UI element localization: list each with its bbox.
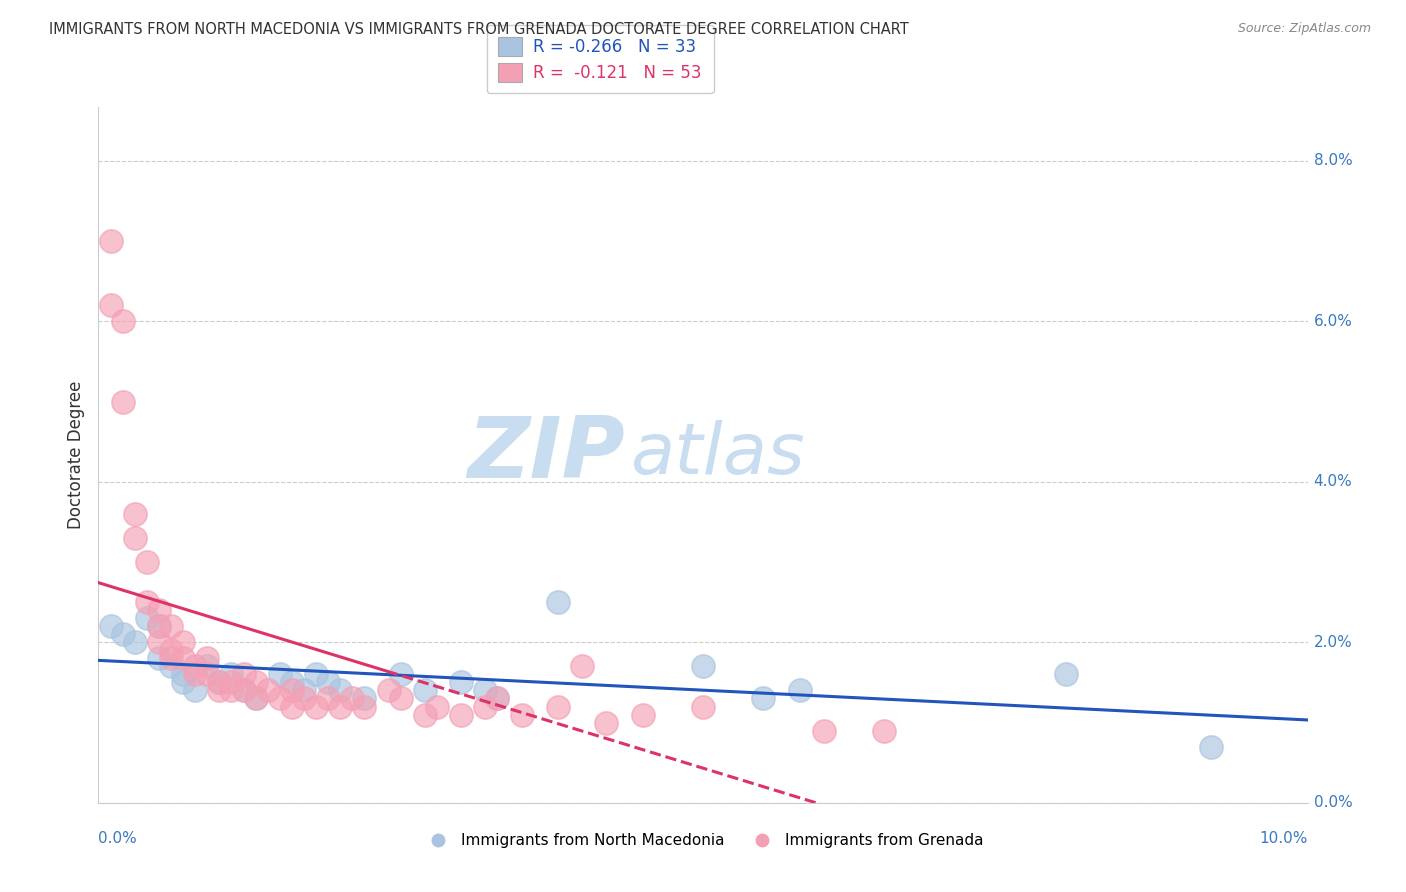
Point xyxy=(474,683,496,698)
Point xyxy=(281,683,304,698)
Point xyxy=(245,675,267,690)
Point xyxy=(208,675,231,690)
Text: atlas: atlas xyxy=(630,420,806,490)
Point xyxy=(160,659,183,673)
Text: 10.0%: 10.0% xyxy=(1260,830,1308,846)
Point xyxy=(692,699,714,714)
Point xyxy=(305,667,328,681)
Point xyxy=(221,683,243,698)
Point xyxy=(789,683,811,698)
Point xyxy=(148,635,170,649)
Point xyxy=(160,619,183,633)
Point xyxy=(1199,739,1222,754)
Point xyxy=(305,699,328,714)
Point xyxy=(172,651,194,665)
Point xyxy=(184,667,207,681)
Point xyxy=(413,707,436,722)
Point xyxy=(269,691,291,706)
Point xyxy=(342,691,364,706)
Point xyxy=(377,683,399,698)
Point xyxy=(595,715,617,730)
Point xyxy=(571,659,593,673)
Point xyxy=(486,691,509,706)
Text: 0.0%: 0.0% xyxy=(1313,796,1353,810)
Point xyxy=(124,507,146,521)
Y-axis label: Doctorate Degree: Doctorate Degree xyxy=(66,381,84,529)
Text: ZIP: ZIP xyxy=(467,413,624,497)
Text: 8.0%: 8.0% xyxy=(1313,153,1353,169)
Point xyxy=(752,691,775,706)
Point xyxy=(221,675,243,690)
Point xyxy=(160,651,183,665)
Point xyxy=(281,675,304,690)
Point xyxy=(148,619,170,633)
Point xyxy=(292,683,315,698)
Point xyxy=(195,651,218,665)
Point xyxy=(135,611,157,625)
Point xyxy=(124,531,146,545)
Text: 2.0%: 2.0% xyxy=(1313,635,1353,649)
Point xyxy=(692,659,714,673)
Point xyxy=(631,707,654,722)
Point xyxy=(426,699,449,714)
Point xyxy=(353,691,375,706)
Point xyxy=(245,691,267,706)
Point xyxy=(232,683,254,698)
Point xyxy=(413,683,436,698)
Point xyxy=(172,667,194,681)
Point xyxy=(389,667,412,681)
Point xyxy=(135,595,157,609)
Point xyxy=(450,707,472,722)
Point xyxy=(184,659,207,673)
Point xyxy=(316,675,339,690)
Point xyxy=(281,699,304,714)
Point xyxy=(245,691,267,706)
Text: 0.0%: 0.0% xyxy=(98,830,138,846)
Point xyxy=(232,667,254,681)
Text: 4.0%: 4.0% xyxy=(1313,475,1353,490)
Point xyxy=(256,683,278,698)
Point xyxy=(100,619,122,633)
Text: 6.0%: 6.0% xyxy=(1313,314,1353,329)
Text: Source: ZipAtlas.com: Source: ZipAtlas.com xyxy=(1237,22,1371,36)
Point xyxy=(160,643,183,657)
Point xyxy=(195,659,218,673)
Point xyxy=(111,627,134,641)
Point xyxy=(135,555,157,569)
Point xyxy=(292,691,315,706)
Point xyxy=(316,691,339,706)
Point xyxy=(813,723,835,738)
Text: IMMIGRANTS FROM NORTH MACEDONIA VS IMMIGRANTS FROM GRENADA DOCTORATE DEGREE CORR: IMMIGRANTS FROM NORTH MACEDONIA VS IMMIG… xyxy=(49,22,908,37)
Point xyxy=(389,691,412,706)
Point xyxy=(329,683,352,698)
Point xyxy=(510,707,533,722)
Point xyxy=(232,683,254,698)
Point xyxy=(221,667,243,681)
Point xyxy=(474,699,496,714)
Point xyxy=(329,699,352,714)
Legend: Immigrants from North Macedonia, Immigrants from Grenada: Immigrants from North Macedonia, Immigra… xyxy=(416,827,990,855)
Point xyxy=(184,683,207,698)
Point xyxy=(148,651,170,665)
Point xyxy=(547,699,569,714)
Point xyxy=(111,394,134,409)
Point xyxy=(124,635,146,649)
Point xyxy=(486,691,509,706)
Point xyxy=(148,603,170,617)
Point xyxy=(195,667,218,681)
Point xyxy=(450,675,472,690)
Point xyxy=(148,619,170,633)
Point xyxy=(172,635,194,649)
Point xyxy=(547,595,569,609)
Point xyxy=(873,723,896,738)
Point xyxy=(208,675,231,690)
Point xyxy=(353,699,375,714)
Point xyxy=(269,667,291,681)
Point xyxy=(1054,667,1077,681)
Point xyxy=(172,675,194,690)
Point xyxy=(111,314,134,328)
Point xyxy=(100,298,122,312)
Point xyxy=(208,683,231,698)
Point xyxy=(100,234,122,248)
